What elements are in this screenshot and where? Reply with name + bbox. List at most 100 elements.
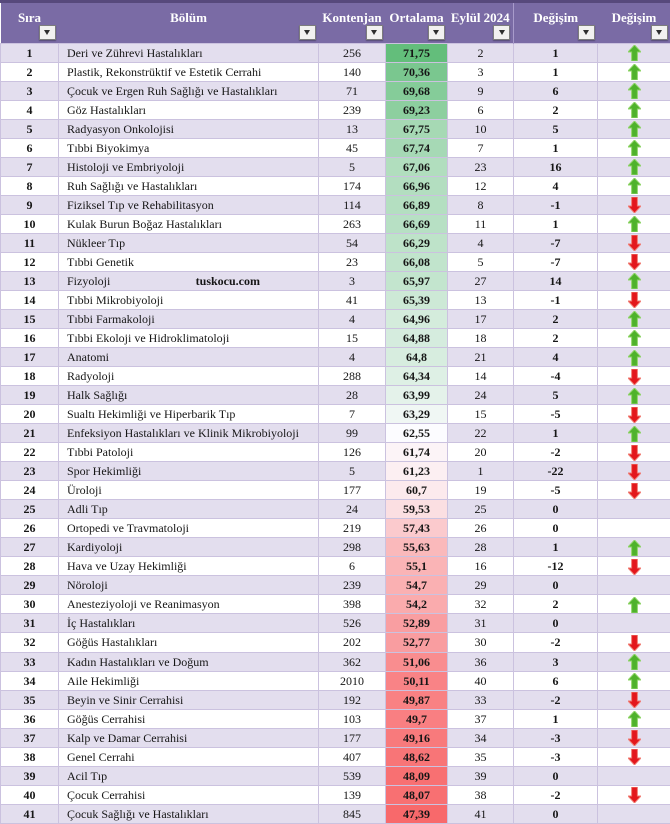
cell-change-arrow[interactable] (597, 175, 670, 196)
cell-quota[interactable]: 845 (318, 803, 386, 824)
cell-change[interactable]: 2 (513, 594, 598, 615)
cell-department[interactable]: Kalp ve Damar Cerrahisi (58, 727, 319, 748)
cell-quota[interactable]: 23 (318, 251, 386, 272)
cell-department[interactable]: Ortopedi ve Travmatoloji (58, 518, 319, 539)
cell-change-arrow[interactable] (597, 232, 670, 253)
cell-september-2024[interactable]: 14 (447, 366, 514, 387)
cell-change-arrow[interactable] (597, 251, 670, 272)
cell-change[interactable]: -2 (513, 784, 598, 805)
cell-september-2024[interactable]: 20 (447, 442, 514, 463)
cell-change-arrow[interactable] (597, 156, 670, 177)
cell-quota[interactable]: 13 (318, 118, 386, 139)
cell-department[interactable]: Çocuk Cerrahisi (58, 784, 319, 805)
cell-rank[interactable]: 17 (0, 346, 59, 368)
cell-average[interactable]: 52,89 (385, 613, 448, 634)
cell-average[interactable]: 66,29 (385, 232, 448, 253)
cell-change[interactable]: 0 (513, 765, 598, 786)
cell-quota[interactable]: 103 (318, 708, 386, 729)
cell-september-2024[interactable]: 37 (447, 708, 514, 729)
cell-rank[interactable]: 34 (0, 670, 59, 691)
cell-september-2024[interactable]: 33 (447, 689, 514, 710)
cell-change[interactable]: 1 (513, 423, 598, 444)
cell-change[interactable]: -7 (513, 232, 598, 253)
cell-september-2024[interactable]: 30 (447, 632, 514, 653)
cell-rank[interactable]: 11 (0, 232, 59, 253)
cell-average[interactable]: 66,89 (385, 194, 448, 215)
cell-average[interactable]: 67,06 (385, 156, 448, 177)
cell-change[interactable]: -5 (513, 480, 598, 501)
cell-change-arrow[interactable] (597, 289, 670, 310)
cell-department[interactable]: Nöroloji (58, 575, 319, 596)
cell-department[interactable]: Acil Tıp (58, 765, 319, 786)
cell-change-arrow[interactable] (597, 689, 670, 710)
cell-rank[interactable]: 25 (0, 499, 59, 520)
cell-september-2024[interactable]: 21 (447, 346, 514, 368)
cell-change-arrow[interactable] (597, 556, 670, 577)
cell-quota[interactable]: 219 (318, 518, 386, 539)
cell-change[interactable]: 2 (513, 99, 598, 120)
cell-change-arrow[interactable] (597, 213, 670, 234)
cell-quota[interactable]: 288 (318, 366, 386, 387)
cell-average[interactable]: 66,08 (385, 251, 448, 272)
cell-change-arrow[interactable] (597, 99, 670, 120)
cell-change[interactable]: 0 (513, 518, 598, 539)
cell-department[interactable]: Göğüs Hastalıkları (58, 632, 319, 653)
cell-september-2024[interactable]: 19 (447, 480, 514, 501)
cell-quota[interactable]: 174 (318, 175, 386, 196)
cell-september-2024[interactable]: 25 (447, 499, 514, 520)
cell-change[interactable]: 5 (513, 385, 598, 406)
cell-average[interactable]: 48,62 (385, 746, 448, 767)
cell-change-arrow[interactable] (597, 613, 670, 634)
cell-change[interactable]: 1 (513, 708, 598, 729)
cell-september-2024[interactable]: 11 (447, 213, 514, 234)
cell-department[interactable]: Tıbbi Mikrobiyoloji (58, 289, 319, 310)
cell-september-2024[interactable]: 38 (447, 784, 514, 805)
cell-quota[interactable]: 398 (318, 594, 386, 615)
cell-department[interactable]: Sualtı Hekimliği ve Hiperbarik Tıp (58, 404, 319, 425)
cell-september-2024[interactable]: 24 (447, 385, 514, 406)
cell-rank[interactable]: 39 (0, 765, 59, 786)
cell-change[interactable]: -4 (513, 366, 598, 387)
cell-department[interactable]: Fiziksel Tıp ve Rehabilitasyon (58, 194, 319, 215)
cell-change-arrow[interactable] (597, 784, 670, 805)
cell-change-arrow[interactable] (597, 346, 670, 368)
cell-rank[interactable]: 19 (0, 385, 59, 406)
cell-average[interactable]: 70,36 (385, 61, 448, 82)
cell-average[interactable]: 48,09 (385, 765, 448, 786)
cell-quota[interactable]: 407 (318, 746, 386, 767)
cell-september-2024[interactable]: 9 (447, 80, 514, 101)
cell-quota[interactable]: 7 (318, 404, 386, 425)
cell-change[interactable]: 1 (513, 537, 598, 558)
cell-average[interactable]: 67,75 (385, 118, 448, 139)
cell-average[interactable]: 61,23 (385, 461, 448, 482)
cell-change[interactable]: 1 (513, 42, 598, 63)
cell-rank[interactable]: 38 (0, 746, 59, 767)
cell-change-arrow[interactable] (597, 480, 670, 501)
cell-rank[interactable]: 40 (0, 784, 59, 805)
cell-average[interactable]: 51,06 (385, 651, 448, 672)
cell-change-arrow[interactable] (597, 670, 670, 691)
cell-average[interactable]: 64,8 (385, 346, 448, 368)
cell-rank[interactable]: 30 (0, 594, 59, 615)
cell-september-2024[interactable]: 17 (447, 308, 514, 329)
cell-change[interactable]: 3 (513, 651, 598, 672)
cell-september-2024[interactable]: 4 (447, 232, 514, 253)
cell-quota[interactable]: 139 (318, 784, 386, 805)
cell-quota[interactable]: 54 (318, 232, 386, 253)
cell-september-2024[interactable]: 18 (447, 327, 514, 349)
cell-quota[interactable]: 45 (318, 137, 386, 158)
cell-rank[interactable]: 24 (0, 480, 59, 501)
cell-change[interactable]: -7 (513, 251, 598, 272)
cell-department[interactable]: Kadın Hastalıkları ve Doğum (58, 651, 319, 672)
cell-average[interactable]: 55,63 (385, 537, 448, 558)
filter-dropdown-icon[interactable] (493, 24, 510, 40)
cell-change-arrow[interactable] (597, 803, 670, 824)
cell-quota[interactable]: 126 (318, 442, 386, 463)
cell-rank[interactable]: 14 (0, 289, 59, 310)
cell-change-arrow[interactable] (597, 499, 670, 520)
cell-rank[interactable]: 3 (0, 80, 59, 101)
cell-average[interactable]: 60,7 (385, 480, 448, 501)
cell-average[interactable]: 65,97 (385, 270, 448, 291)
cell-change[interactable]: -2 (513, 689, 598, 710)
cell-average[interactable]: 54,2 (385, 594, 448, 615)
